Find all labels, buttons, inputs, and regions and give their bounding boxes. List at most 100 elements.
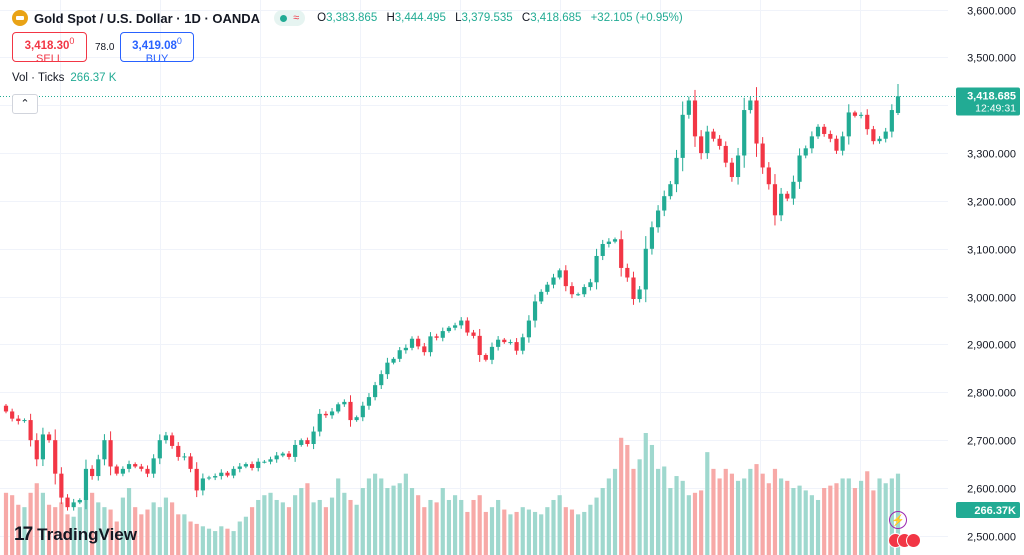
volume-bar [662,466,667,555]
high-value: 3,444.495 [394,12,446,24]
candle-body [213,476,218,478]
volume-bar [748,468,753,555]
volume-bar [477,495,482,555]
candle-body [249,464,255,468]
volume-bar [791,488,796,555]
last-volume-label: 266.37K [974,505,1016,517]
volume-bar [268,492,273,555]
candle-body [243,464,249,467]
candle-body [883,131,888,139]
candle-body [126,464,132,469]
volume-bar [40,492,46,555]
volume-bar [809,495,814,555]
last-volume-badge [956,502,1020,518]
volume-legend[interactable]: Vol · Ticks 266.37 K [12,72,116,84]
candle-body [446,327,452,332]
tradingview-mark-icon: 17 [14,524,33,545]
candle-body [219,472,224,477]
volume-bar [877,478,882,555]
candle-body [16,418,21,422]
volume-bar [416,495,421,555]
candle-body [612,239,618,242]
candle-body [643,248,648,290]
tradingview-logo[interactable]: 17 TradingView [14,524,137,546]
symbol-title[interactable]: Gold Spot / U.S. Dollar · 1D · OANDA [34,10,261,26]
volume-bar [3,492,9,555]
candle-body [588,282,593,288]
market-status-pill[interactable]: ≈ [274,10,306,26]
candle-body [188,456,193,469]
volume-bar [514,511,519,555]
candle-body [323,413,328,416]
volume-bar [139,514,144,555]
volume-bar [489,507,495,555]
volume-bar [77,507,82,555]
volume-bar [170,502,175,555]
candle-body [785,193,790,199]
volume-bar [754,464,759,555]
volume-bar [114,521,119,555]
economic-events[interactable] [888,533,921,549]
candle-body [459,320,464,326]
volume-bar [723,468,728,555]
candle-body [102,440,107,460]
candle-body [354,417,359,421]
candle-body [576,294,581,296]
candle-body [409,338,415,348]
candle-body [170,435,175,446]
volume-bar [53,507,58,555]
candle-body [471,332,476,336]
volume-bar [65,514,70,555]
volume-bar [428,499,433,555]
candle-body [797,155,802,182]
volume-bar [828,485,833,555]
candle-body [440,331,445,338]
volume-bar [243,516,249,555]
price-tick-label: 3,200.000 [967,197,1016,209]
candle-body [526,320,531,338]
candle-body [735,155,741,178]
volume-bar [299,488,304,555]
candle-body [280,453,285,456]
collapse-legend-button[interactable]: ⌃ [12,94,38,114]
volume-bar [452,495,458,555]
volume-bar [348,499,353,555]
candle-body [748,100,753,111]
candle-body [120,468,125,474]
sell-button[interactable]: 3,418.300 SELL [12,32,87,65]
volume-bar [249,507,255,555]
volume-bar [145,509,150,555]
candle-body [53,440,58,474]
candle-body [403,347,408,351]
volume-bar [96,502,101,555]
volume-bar [569,509,575,555]
volume-bar [10,495,15,555]
lightning-icon[interactable]: ⚡ [889,511,907,529]
volume-bar [711,468,716,555]
candle-body [379,374,384,386]
candle-body [772,184,778,216]
candle-body [711,131,716,139]
market-open-dot-icon [280,14,288,22]
open-label: O [317,12,327,24]
candle-body [22,420,27,422]
candle-body [40,434,46,460]
candle-body [465,320,470,333]
candle-body [717,138,722,146]
volume-bar [409,488,415,555]
volume-bar [126,488,132,555]
candle-body [865,114,870,130]
volume-bar [34,483,39,555]
volume-bar [532,511,538,555]
candle-body [791,181,796,199]
price-tick-label: 3,600.000 [967,6,1016,18]
volume-bar [557,495,562,555]
volume-bar [471,499,476,555]
price-axis[interactable]: 2,500.000 2,600.000 2,700.000 2,800.000 2,90… [967,6,1016,544]
buy-button[interactable]: 3,419.080 BUY [120,32,194,65]
candle-body [176,445,181,457]
volume-bar [206,528,212,555]
sell-price: 3,418.30 [24,39,70,52]
volume-bar [865,471,870,555]
